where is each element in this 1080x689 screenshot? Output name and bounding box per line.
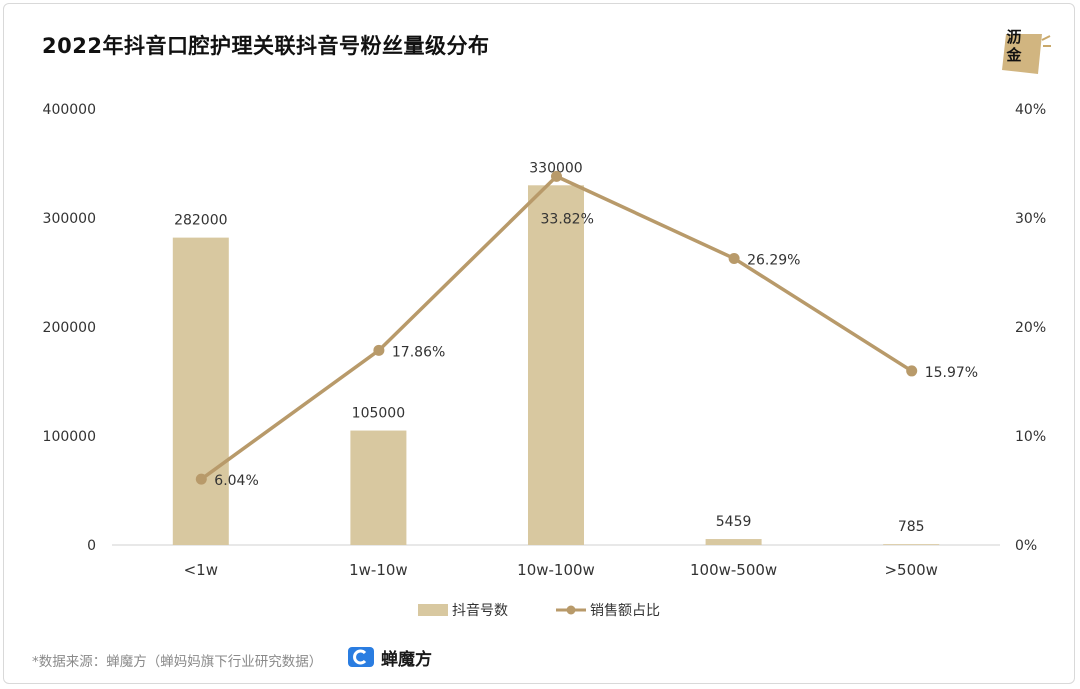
line-point: [728, 252, 740, 264]
x-tick-label: 10w-100w: [517, 561, 595, 579]
bar: [528, 185, 584, 546]
y-left-tick-label: 100000: [43, 429, 96, 445]
bar: [350, 430, 407, 545]
logo-icon: [1002, 34, 1051, 74]
line-point: [906, 365, 918, 377]
chart-frame: [3, 3, 1075, 684]
line-value-label: 26.29%: [747, 252, 800, 268]
y-left-tick-label: 400000: [43, 102, 96, 118]
line-point: [551, 170, 562, 182]
line-value-label: 33.82%: [541, 211, 594, 227]
chart-title: 2022年抖音口腔护理关联抖音号粉丝量级分布: [42, 34, 490, 58]
bar-value-label: 785: [898, 519, 925, 535]
y-left-tick-label: 300000: [43, 211, 96, 227]
y-right-tick-label: 10%: [1015, 429, 1046, 445]
x-tick-label: 1w-10w: [349, 561, 408, 579]
brand-badge: 蝉魔方: [347, 644, 432, 670]
line-value-label: 17.86%: [392, 344, 445, 360]
brand-name: 蝉魔方: [381, 649, 432, 670]
y-right-tick-label: 40%: [1015, 102, 1046, 118]
x-tick-label: 100w-500w: [690, 561, 777, 579]
brand-logo-icon: [348, 647, 374, 667]
line-point: [195, 473, 207, 485]
legend-line-label: 销售额占比: [590, 603, 660, 619]
bar: [705, 539, 762, 545]
bar: [172, 237, 229, 545]
bar-value-label: 282000: [174, 213, 227, 229]
data-source-note: *数据来源：蝉魔方（蝉妈妈旗下行业研究数据）: [32, 654, 323, 670]
x-tick-label: <1w: [184, 561, 218, 579]
y-left-tick-label: 200000: [43, 320, 96, 336]
y-right-tick-label: 20%: [1015, 320, 1046, 336]
y-right-tick-label: 30%: [1015, 211, 1046, 227]
logo-text: 沥金: [1006, 28, 1022, 64]
y-left-tick-label: 0: [87, 538, 96, 554]
line-value-label: 15.97%: [925, 365, 978, 381]
bar-value-label: 5459: [716, 514, 752, 530]
line-value-label: 6.04%: [214, 473, 258, 489]
bar-value-label: 330000: [529, 160, 582, 176]
legend-bar-label: 抖音号数: [452, 602, 508, 619]
bar: [883, 544, 940, 545]
y-right-tick-label: 0%: [1015, 538, 1037, 554]
legend-bar-swatch: [418, 604, 448, 616]
legend-line-marker: [566, 605, 576, 615]
x-tick-label: >500w: [884, 561, 937, 579]
bar-value-label: 105000: [352, 406, 405, 422]
line-point: [373, 344, 385, 356]
